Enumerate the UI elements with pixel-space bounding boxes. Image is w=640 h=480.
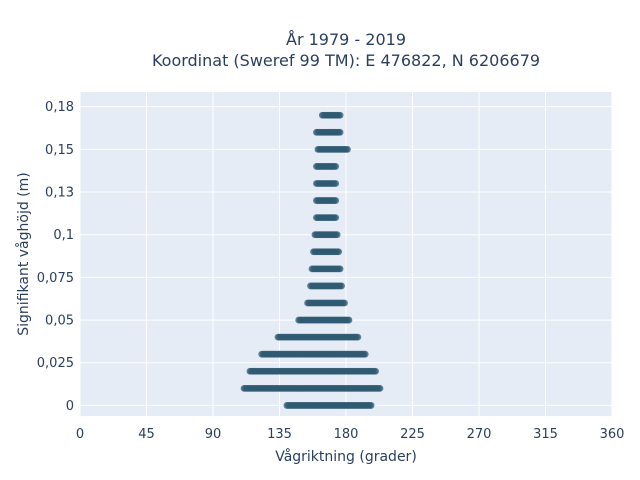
x-tick-label: 360 bbox=[600, 427, 625, 442]
scatter-point bbox=[333, 231, 341, 239]
scatter-point bbox=[341, 299, 348, 307]
x-tick-label: 90 bbox=[205, 427, 222, 442]
y-tick-label: 0,075 bbox=[37, 271, 74, 286]
x-tick-label: 0 bbox=[76, 427, 84, 442]
scatter-point bbox=[344, 145, 351, 153]
data-points bbox=[240, 111, 384, 409]
scatter-point bbox=[338, 282, 345, 290]
x-tick-label: 135 bbox=[267, 427, 292, 442]
scatter-point bbox=[367, 402, 375, 409]
y-tick-label: 0 bbox=[66, 399, 74, 414]
x-tick-label: 270 bbox=[467, 427, 492, 442]
scatter-point bbox=[332, 180, 340, 187]
scatter-point bbox=[332, 214, 340, 222]
y-tick-label: 0,025 bbox=[37, 356, 74, 371]
scatter-point bbox=[336, 111, 344, 119]
x-tick-label: 180 bbox=[334, 427, 359, 442]
y-tick-label: 0,18 bbox=[45, 100, 74, 115]
chart-title: År 1979 - 2019 Koordinat (Sweref 99 TM):… bbox=[152, 30, 540, 70]
scatter-point bbox=[332, 197, 340, 204]
y-tick-label: 0,05 bbox=[45, 314, 74, 329]
x-gridlines bbox=[79, 92, 613, 416]
x-tick-label: 225 bbox=[400, 427, 425, 442]
scatter-point bbox=[354, 333, 362, 341]
x-tick-label: 45 bbox=[138, 427, 155, 442]
scatter-point bbox=[372, 367, 379, 375]
scatter-point bbox=[345, 316, 353, 324]
scatter-point bbox=[361, 350, 369, 358]
y-tick-label: 0,1 bbox=[53, 228, 74, 243]
chart-title-line-1: År 1979 - 2019 bbox=[286, 30, 406, 49]
x-tick-labels: 0 45 90 135 180 225 270 315 360 bbox=[76, 427, 625, 442]
y-tick-label: 0,13 bbox=[45, 186, 74, 201]
y-tick-labels: 0 0,025 0,05 0,075 0,1 0,13 0,15 0,18 bbox=[37, 100, 74, 414]
chart-title-line-2: Koordinat (Sweref 99 TM): E 476822, N 62… bbox=[152, 51, 540, 70]
scatter-point bbox=[336, 265, 344, 273]
scatter-point bbox=[332, 163, 340, 170]
y-tick-label: 0,15 bbox=[45, 143, 74, 158]
scatter-point bbox=[376, 384, 384, 392]
x-tick-label: 315 bbox=[533, 427, 558, 442]
scatter-point bbox=[336, 128, 344, 136]
y-axis-title: Signifikant våghöjd (m) bbox=[15, 172, 32, 335]
x-axis-title: Vågriktning (grader) bbox=[275, 448, 417, 465]
scatter-point bbox=[335, 248, 343, 256]
